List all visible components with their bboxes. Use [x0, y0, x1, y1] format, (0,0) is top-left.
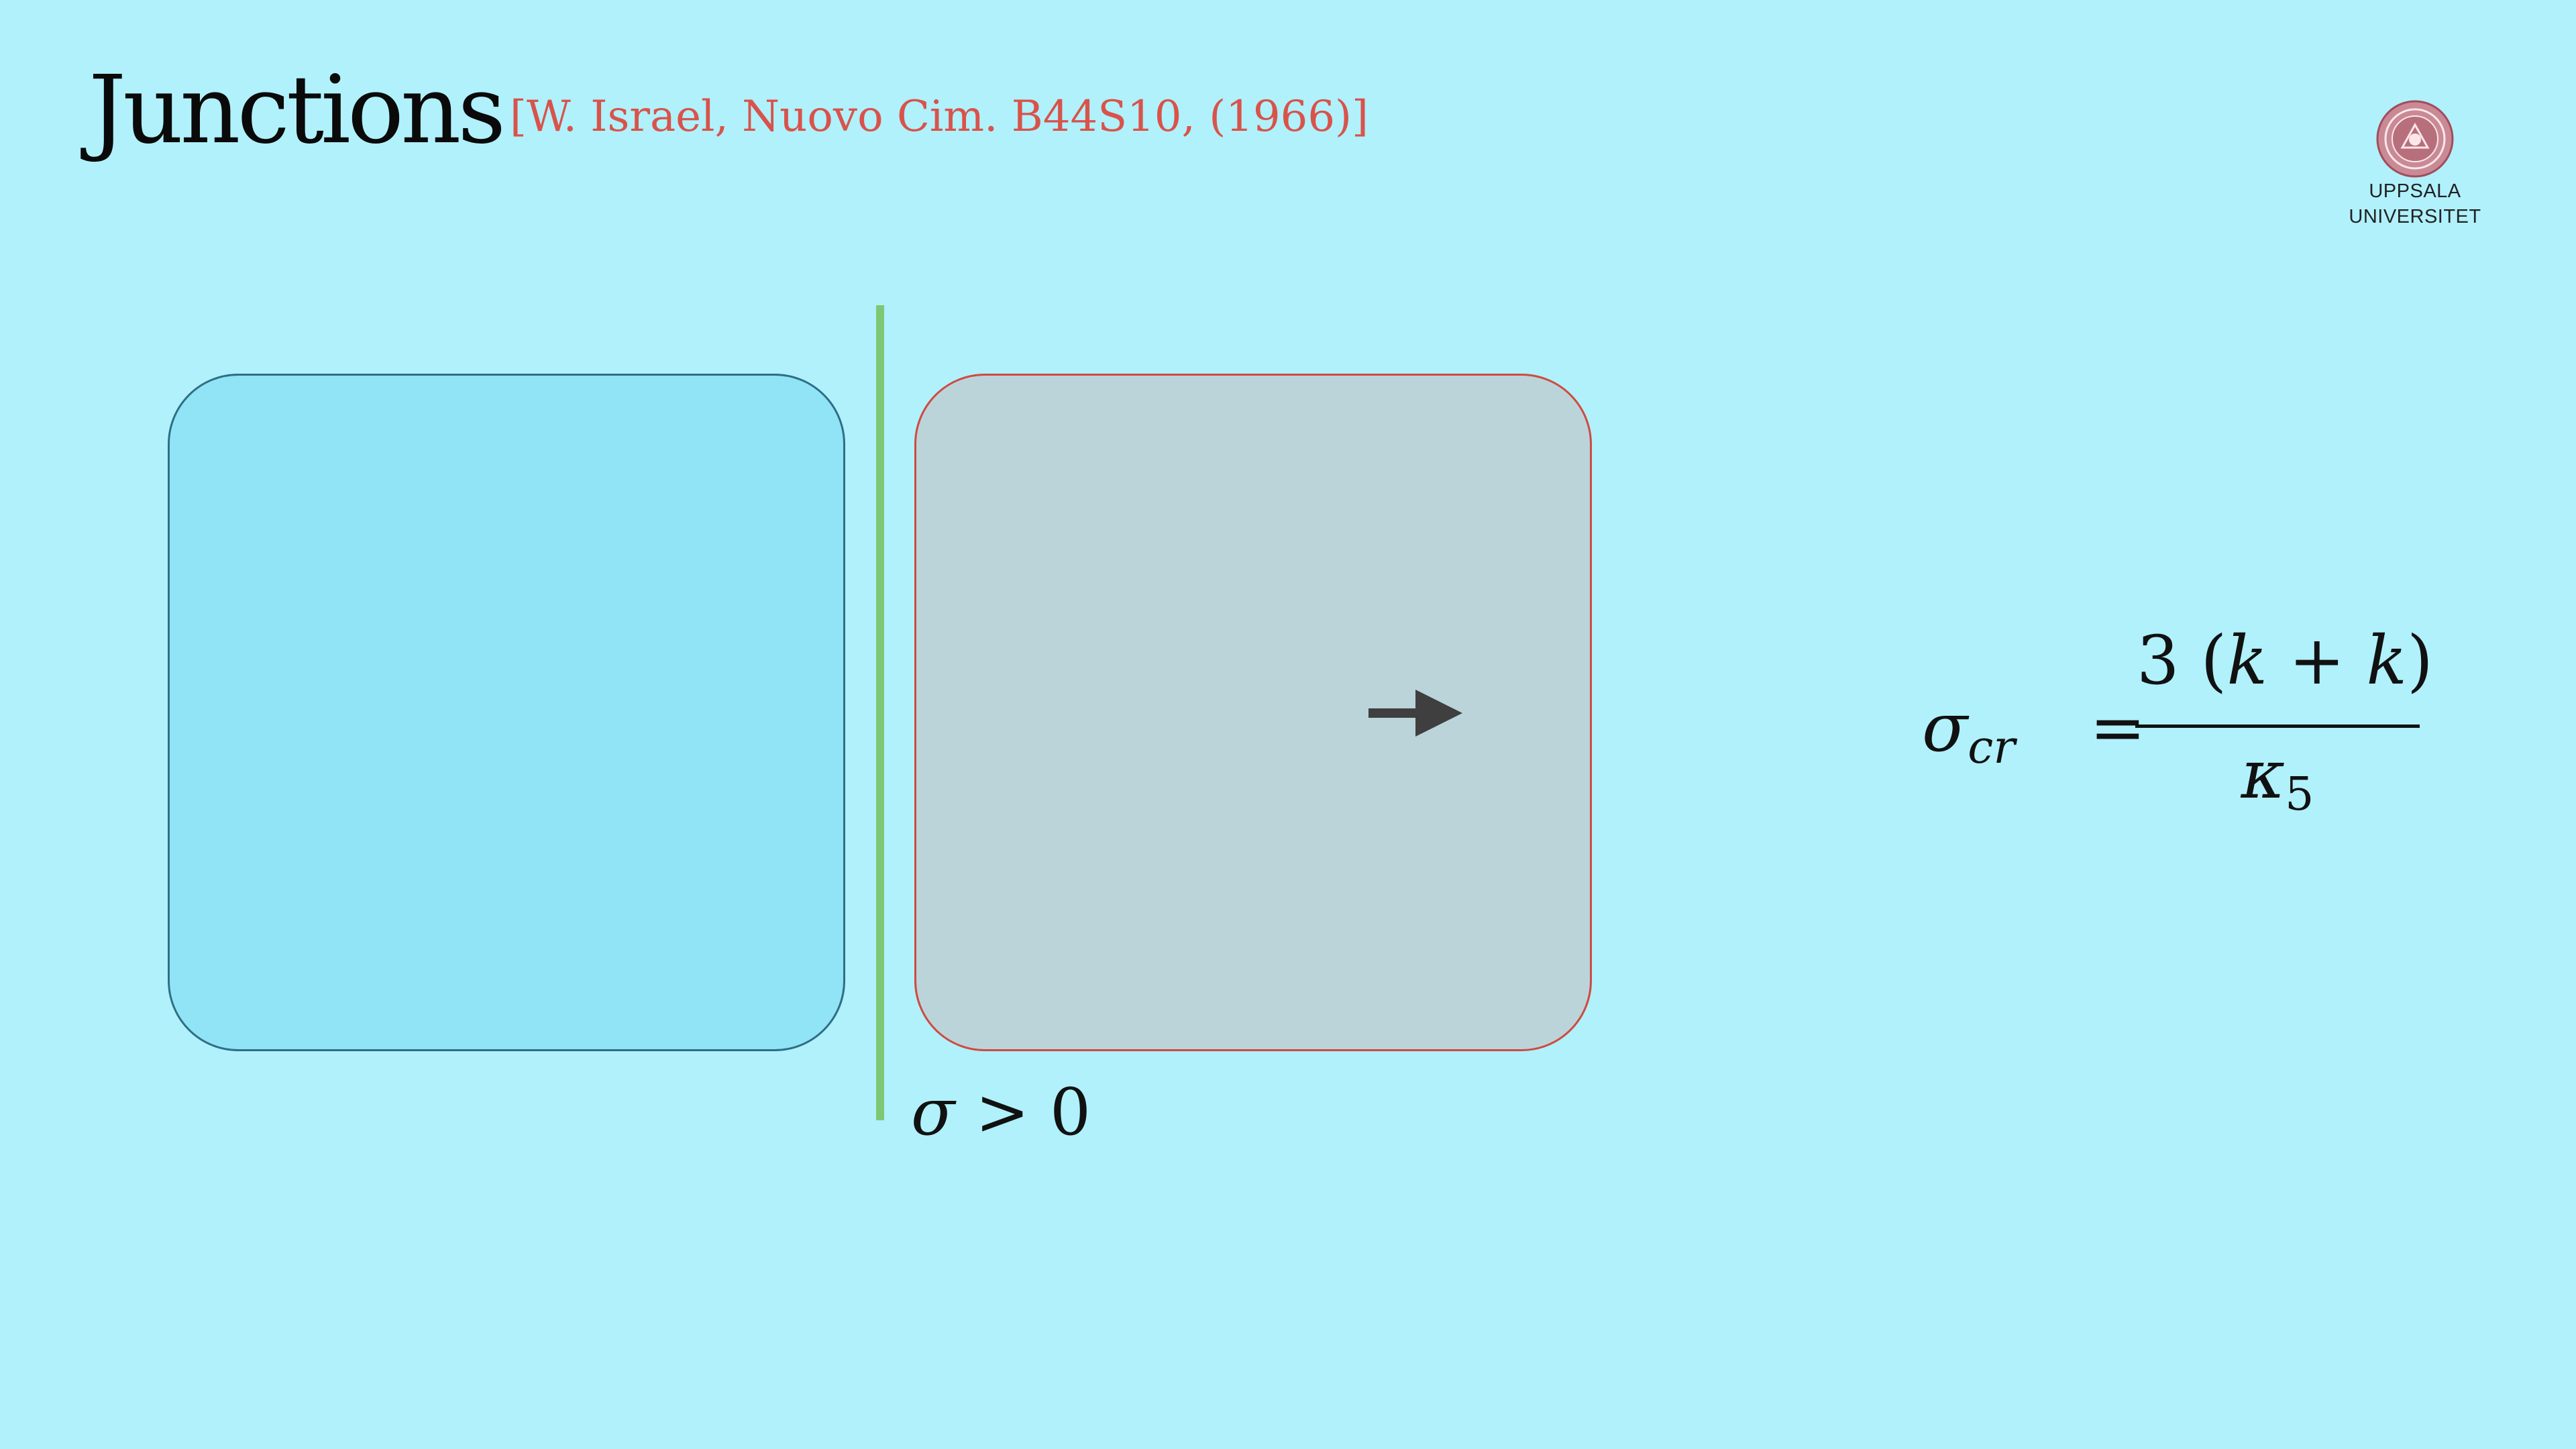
formula-lhs-subscript: cr [1968, 721, 2015, 774]
denominator-subscript: 5 [2285, 768, 2314, 821]
junction-wall [876, 305, 884, 1120]
university-seal-icon [2376, 100, 2454, 178]
right-spacetime-region [914, 374, 1592, 1051]
slide-title: Junctions [89, 56, 506, 165]
fraction-bar [2135, 724, 2420, 728]
formula-lhs: σcr [1922, 694, 2015, 771]
left-spacetime-region [168, 374, 845, 1051]
university-logo: UPPSALA UNIVERSITET [2334, 99, 2496, 229]
numerator-prefix: 3 ( [2137, 621, 2227, 700]
sigma-symbol: σ [911, 1075, 955, 1150]
numerator-plus: + [2267, 621, 2367, 700]
condition-relation: > 0 [955, 1075, 1091, 1150]
formula-denominator: κ5 [2137, 741, 2418, 818]
logo-text-line2: UNIVERSITET [2349, 206, 2481, 227]
numerator-k2: k [2366, 621, 2408, 700]
tension-condition: σ > 0 [911, 1080, 1091, 1144]
formula-numerator: 3 (k + k) [2137, 627, 2433, 694]
formula-lhs-symbol: σ [1922, 688, 1968, 767]
logo-text-line1: UPPSALA [2369, 180, 2461, 202]
numerator-suffix: ) [2407, 621, 2434, 700]
numerator-k1: k [2226, 621, 2268, 700]
right-arrow-icon [1368, 690, 1462, 737]
citation-reference: [W. Israel, Nuovo Cim. B44S10, (1966)] [510, 92, 1368, 142]
denominator-symbol: κ [2241, 735, 2286, 814]
